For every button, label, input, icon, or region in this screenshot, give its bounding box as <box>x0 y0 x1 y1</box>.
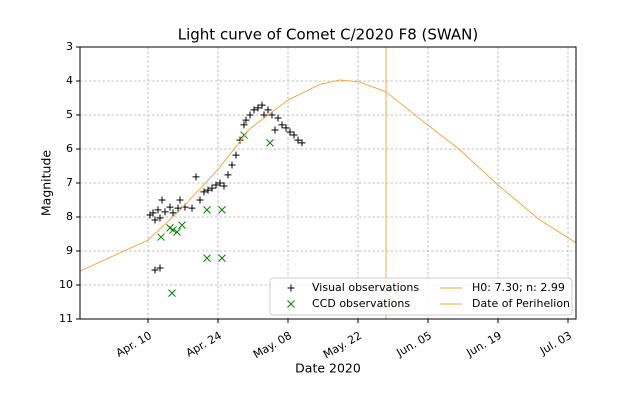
y-tick-label: 3 <box>66 40 73 53</box>
plus-marker <box>149 209 157 217</box>
legend-marker <box>287 300 295 308</box>
plus-marker <box>264 106 272 114</box>
model-curve <box>80 79 576 272</box>
plus-marker <box>166 203 174 211</box>
plus-marker <box>176 196 184 204</box>
plus-marker <box>161 208 169 216</box>
plus-marker <box>174 204 182 212</box>
plus-marker <box>282 124 290 132</box>
plus-marker <box>228 161 236 169</box>
x-tick-label: Apr. 10 <box>114 329 154 360</box>
plus-marker <box>220 182 228 190</box>
plus-marker <box>236 136 244 144</box>
x-tick-label: Apr. 24 <box>184 329 224 360</box>
y-tick-label: 5 <box>66 108 73 121</box>
cross-marker <box>218 254 226 262</box>
chart-title: Light curve of Comet C/2020 F8 (SWAN) <box>178 26 479 44</box>
cross-marker <box>178 221 186 230</box>
y-axis-label: Magnitude <box>39 150 54 217</box>
plus-marker <box>216 179 224 187</box>
plus-marker <box>298 139 306 147</box>
y-tick-label: 8 <box>66 210 73 223</box>
y-tick-label: 4 <box>66 74 73 87</box>
y-tick-label: 10 <box>59 278 73 291</box>
x-tick-label: Jun. 05 <box>394 329 434 360</box>
plus-marker <box>224 171 232 179</box>
plus-marker <box>242 116 250 124</box>
cross-marker <box>266 139 274 147</box>
legend-label: CCD observations <box>312 297 410 310</box>
cross-marker <box>203 206 211 214</box>
plus-marker <box>254 104 262 112</box>
plot-frame <box>79 46 577 320</box>
plus-marker <box>169 209 177 217</box>
plus-marker <box>240 121 248 129</box>
plus-marker <box>212 181 220 189</box>
y-tick-label: 9 <box>66 244 73 257</box>
x-axis-label: Date 2020 <box>295 361 361 376</box>
y-tick-label: 7 <box>66 176 73 189</box>
x-tick-label: Jun. 19 <box>464 329 504 360</box>
plus-marker <box>156 214 164 222</box>
legend-label: Visual observations <box>312 281 419 294</box>
cross-marker <box>173 228 181 236</box>
legend-label: Date of Perihelion <box>472 297 570 310</box>
plus-marker <box>260 111 268 119</box>
plot-area <box>80 47 576 319</box>
cross-marker <box>169 226 177 234</box>
plus-marker <box>278 121 286 129</box>
y-tick-label: 11 <box>59 312 73 325</box>
cross-marker <box>218 206 226 214</box>
plus-marker <box>294 136 302 144</box>
plus-marker <box>196 196 204 204</box>
cross-marker <box>157 233 165 241</box>
plus-marker <box>158 196 166 204</box>
plus-marker <box>188 204 196 212</box>
x-tick-label: Jul. 03 <box>537 329 574 358</box>
plus-marker <box>151 216 159 224</box>
legend-box <box>269 277 573 316</box>
plus-marker <box>271 126 279 134</box>
plus-marker <box>151 266 159 274</box>
plus-marker <box>154 206 162 214</box>
plus-marker <box>290 131 298 139</box>
y-tick-label: 6 <box>66 142 73 155</box>
plus-marker <box>286 128 294 136</box>
plus-marker <box>250 106 258 114</box>
x-tick-label: May. 08 <box>251 329 294 361</box>
plus-marker <box>204 186 212 194</box>
plus-marker <box>274 114 282 122</box>
plus-marker <box>268 111 276 119</box>
legend-marker <box>287 284 295 292</box>
plus-marker <box>200 188 208 196</box>
plus-marker <box>246 111 254 119</box>
plus-marker <box>232 151 240 159</box>
x-tick-label: May. 22 <box>321 329 364 361</box>
plus-marker <box>156 264 164 272</box>
plus-marker <box>208 184 216 192</box>
plus-marker <box>192 173 200 181</box>
plus-marker <box>258 101 266 109</box>
cross-marker <box>168 289 176 298</box>
cross-marker <box>203 254 211 262</box>
legend-label: H0: 7.30; n: 2.99 <box>472 281 565 294</box>
